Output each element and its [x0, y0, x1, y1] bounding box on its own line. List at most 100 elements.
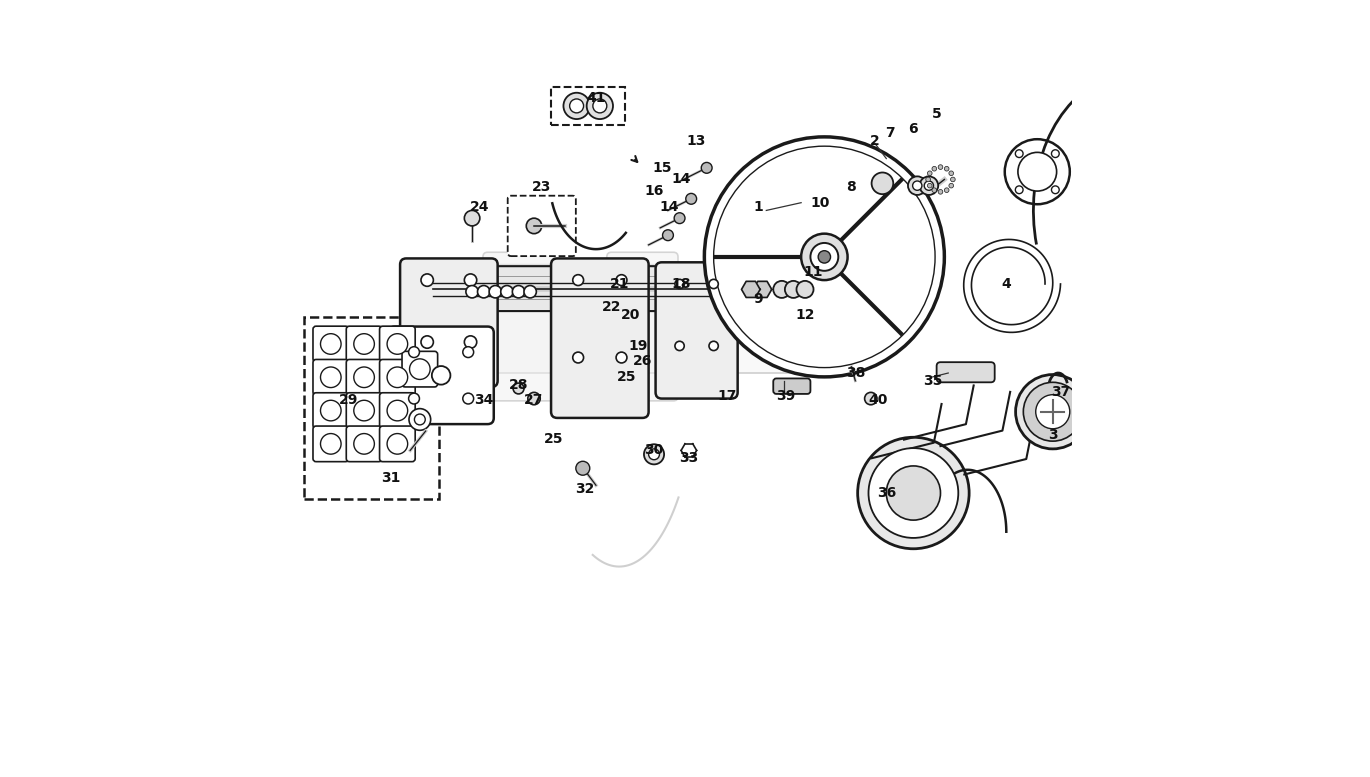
Circle shape	[674, 213, 685, 224]
Circle shape	[886, 466, 940, 520]
Text: 20: 20	[621, 308, 641, 322]
FancyBboxPatch shape	[347, 392, 382, 428]
FancyBboxPatch shape	[430, 265, 801, 373]
Circle shape	[388, 400, 408, 421]
Circle shape	[1015, 186, 1023, 193]
FancyBboxPatch shape	[656, 263, 737, 399]
Text: 10: 10	[811, 196, 830, 210]
Circle shape	[586, 92, 612, 119]
Text: 36: 36	[877, 486, 896, 500]
FancyBboxPatch shape	[607, 253, 678, 401]
Circle shape	[527, 392, 540, 405]
Text: 15: 15	[652, 161, 671, 175]
Circle shape	[593, 99, 607, 113]
Circle shape	[714, 146, 936, 368]
Text: 17: 17	[718, 389, 737, 403]
Text: 39: 39	[775, 389, 795, 403]
Circle shape	[644, 444, 664, 465]
Polygon shape	[741, 281, 760, 298]
Text: 37: 37	[1051, 385, 1070, 399]
FancyBboxPatch shape	[401, 351, 437, 387]
Circle shape	[1051, 186, 1059, 193]
Circle shape	[410, 359, 430, 379]
Circle shape	[858, 437, 969, 549]
Circle shape	[573, 352, 584, 363]
Circle shape	[353, 367, 374, 388]
Circle shape	[932, 188, 937, 193]
FancyBboxPatch shape	[379, 392, 415, 428]
Text: 14: 14	[660, 200, 680, 214]
Circle shape	[408, 347, 419, 357]
Circle shape	[421, 274, 433, 286]
Circle shape	[353, 400, 374, 421]
FancyBboxPatch shape	[484, 253, 553, 401]
Circle shape	[463, 393, 474, 404]
Text: 26: 26	[633, 354, 652, 368]
Circle shape	[1015, 375, 1091, 449]
Circle shape	[648, 449, 659, 460]
Circle shape	[616, 352, 627, 363]
Text: 16: 16	[644, 184, 663, 198]
Circle shape	[573, 275, 584, 285]
FancyBboxPatch shape	[379, 360, 415, 395]
Text: 6: 6	[908, 122, 918, 136]
Text: 19: 19	[629, 339, 648, 353]
Text: 33: 33	[680, 451, 699, 465]
Circle shape	[616, 275, 627, 285]
Circle shape	[1051, 150, 1059, 158]
Circle shape	[927, 183, 932, 188]
Circle shape	[704, 137, 944, 377]
Text: 7: 7	[885, 126, 895, 140]
Text: 11: 11	[803, 266, 822, 280]
Bar	[304, 317, 440, 499]
Circle shape	[408, 393, 419, 404]
Text: 23: 23	[532, 180, 552, 194]
Text: 30: 30	[644, 444, 663, 458]
Circle shape	[388, 333, 408, 354]
Circle shape	[512, 285, 525, 298]
Text: 27: 27	[525, 393, 544, 407]
Text: 25: 25	[544, 432, 563, 446]
Circle shape	[949, 171, 954, 176]
Circle shape	[811, 243, 838, 271]
FancyBboxPatch shape	[379, 426, 415, 462]
Text: 28: 28	[508, 378, 529, 392]
Circle shape	[464, 274, 477, 286]
Text: 2: 2	[870, 134, 880, 148]
Circle shape	[353, 333, 374, 354]
Text: 5: 5	[932, 106, 941, 120]
FancyBboxPatch shape	[379, 326, 415, 362]
Text: 4: 4	[1001, 277, 1011, 291]
Circle shape	[1036, 395, 1070, 429]
Circle shape	[908, 176, 926, 195]
Circle shape	[949, 183, 954, 188]
Circle shape	[410, 409, 430, 430]
Circle shape	[919, 176, 938, 195]
Circle shape	[575, 462, 589, 476]
Text: 31: 31	[381, 471, 400, 485]
FancyBboxPatch shape	[312, 426, 348, 462]
FancyBboxPatch shape	[937, 362, 995, 382]
Circle shape	[925, 181, 933, 190]
Circle shape	[466, 285, 478, 298]
Circle shape	[944, 188, 949, 193]
Circle shape	[926, 177, 930, 182]
Circle shape	[818, 251, 830, 263]
Text: 35: 35	[923, 374, 943, 388]
Circle shape	[526, 218, 541, 234]
Circle shape	[773, 280, 790, 298]
Circle shape	[463, 347, 474, 357]
Text: 24: 24	[470, 200, 489, 214]
Circle shape	[944, 166, 949, 171]
FancyBboxPatch shape	[312, 326, 348, 362]
Circle shape	[388, 367, 408, 388]
Circle shape	[785, 280, 801, 298]
FancyBboxPatch shape	[551, 259, 648, 418]
Circle shape	[686, 193, 696, 204]
Text: 21: 21	[610, 277, 629, 291]
Text: 32: 32	[574, 483, 595, 497]
Polygon shape	[754, 281, 771, 298]
Circle shape	[321, 400, 341, 421]
Text: 40: 40	[869, 393, 888, 407]
Circle shape	[710, 341, 718, 350]
